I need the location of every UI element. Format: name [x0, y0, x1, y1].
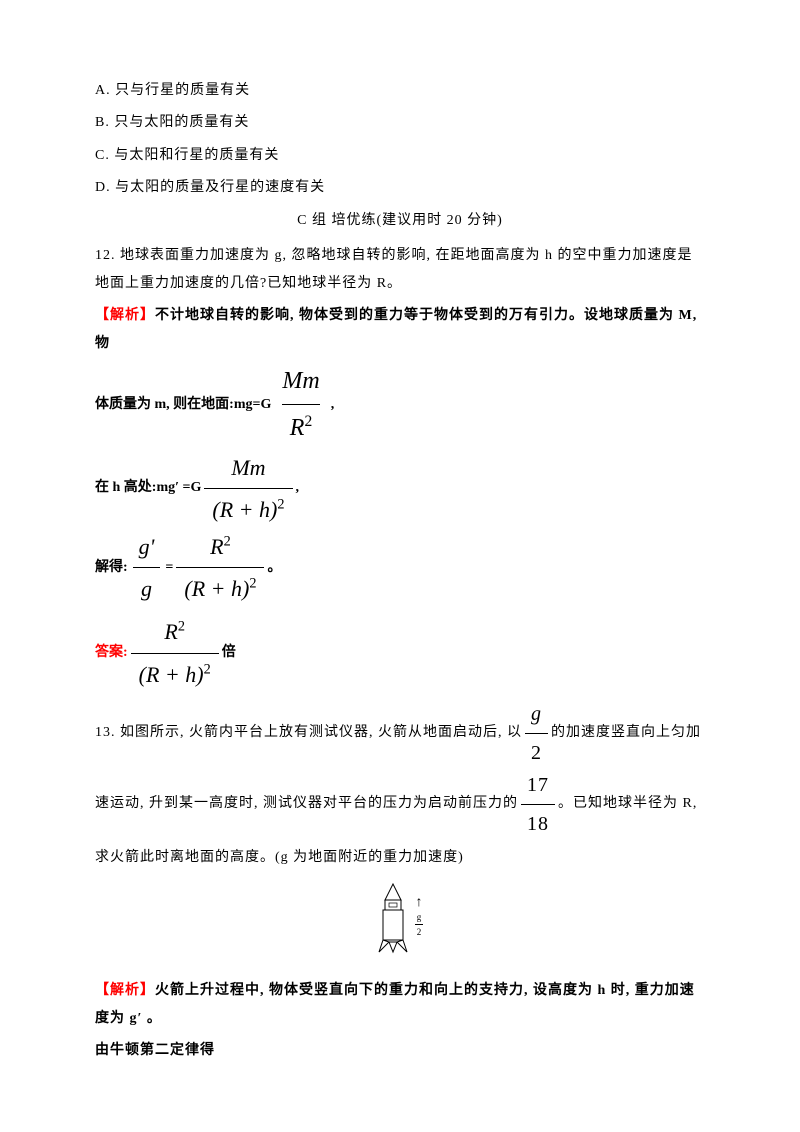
frac-ans: R2 (R + h)2	[131, 614, 219, 691]
frac-num-r: R	[210, 534, 223, 559]
equals: =	[165, 557, 173, 579]
frac-g-2: g 2	[525, 698, 548, 769]
q13-line2: 速运动, 升到某一高度时, 测试仪器对平台的压力为启动前压力的 17 18 。已…	[95, 769, 705, 840]
frac-den-g: g	[141, 576, 152, 601]
option-c: C. 与太阳和行星的质量有关	[95, 145, 705, 167]
q12-text: 12. 地球表面重力加速度为 g, 忽略地球自转的影响, 在距地面高度为 h 的…	[95, 242, 705, 298]
q12-mass-prefix: 体质量为 m, 则在地面:mg=G	[95, 394, 271, 416]
q13-line3: 求火箭此时离地面的高度。(g 为地面附近的重力加速度)	[95, 844, 705, 872]
frac-ans-den: (R + h)	[139, 662, 204, 687]
q12-analysis-line1: 【解析】不计地球自转的影响, 物体受到的重力等于物体受到的万有引力。设地球质量为…	[95, 302, 705, 358]
rocket-label: ↑ g 2	[415, 896, 424, 940]
analysis-label: 【解析】	[95, 308, 155, 323]
rocket-icon	[377, 882, 409, 954]
q13-line1-post: 的加速度竖直向上匀加	[551, 722, 701, 744]
frac-den-rh: (R + h)	[184, 576, 249, 601]
rocket-figure: ↑ g 2	[95, 882, 705, 962]
q13-line1-pre: 13. 如图所示, 火箭内平台上放有测试仪器, 火箭从地面启动后, 以	[95, 722, 522, 744]
rocket-g: g	[415, 910, 424, 924]
frac-num-2: Mm	[231, 455, 265, 480]
period: 。	[267, 557, 281, 579]
q13-analysis-text: 火箭上升过程中, 物体受竖直向下的重力和向上的支持力, 设高度为 h 时, 重力…	[95, 983, 695, 1026]
group-c-title: C 组 培优练(建议用时 20 分钟)	[95, 210, 705, 232]
option-d: D. 与太阳的质量及行星的速度有关	[95, 177, 705, 199]
frac-den-2: (R + h)	[212, 497, 277, 522]
q12-solve-eq: 解得: g' g = R2 (R + h)2 。	[95, 529, 705, 606]
frac-r2-rh2: R2 (R + h)2	[176, 529, 264, 606]
q13-line1: 13. 如图所示, 火箭内平台上放有测试仪器, 火箭从地面启动后, 以 g 2 …	[95, 698, 705, 769]
frac-ans-num: R	[164, 619, 177, 644]
ans-suffix: 倍	[222, 642, 236, 664]
frac-gprime-g: g' g	[131, 529, 163, 606]
solve-prefix: 解得:	[95, 557, 128, 579]
comma-2: ,	[296, 477, 300, 499]
n18: 18	[527, 813, 549, 835]
g-den: 2	[531, 742, 542, 764]
q13-newton: 由牛顿第二定律得	[95, 1037, 705, 1065]
q12-h-prefix: 在 h 高处:mg′ =G	[95, 477, 201, 499]
q13-line2-post: 。已知地球半径为 R,	[558, 793, 697, 815]
rocket-g-over-2: g 2	[415, 910, 424, 940]
q13-analysis: 【解析】火箭上升过程中, 物体受竖直向下的重力和向上的支持力, 设高度为 h 时…	[95, 977, 705, 1033]
frac-den-base: R	[290, 415, 305, 441]
frac-17-18: 17 18	[521, 769, 555, 840]
n17: 17	[527, 774, 549, 796]
q13-line2-pre: 速运动, 升到某一高度时, 测试仪器对平台的压力为启动前压力的	[95, 793, 518, 815]
q12-surface-eq: 体质量为 m, 则在地面:mg=G Mm R2 ,	[95, 362, 705, 448]
g-num: g	[531, 703, 542, 725]
frac-num-g: g'	[139, 534, 155, 559]
arrow-up-icon: ↑	[416, 896, 423, 910]
frac-num: Mm	[282, 368, 319, 394]
option-b: B. 只与太阳的质量有关	[95, 112, 705, 134]
option-a: A. 只与行星的质量有关	[95, 80, 705, 102]
q13-analysis-label: 【解析】	[95, 983, 155, 998]
answer-label: 答案:	[95, 642, 128, 664]
rocket-2: 2	[415, 924, 424, 939]
frac-mm-rh2: Mm (R + h)2	[204, 450, 292, 527]
frac-mm-r2: Mm R2	[274, 362, 327, 448]
q12-answer: 答案: R2 (R + h)2 倍	[95, 614, 705, 691]
q12-height-eq: 在 h 高处:mg′ =G Mm (R + h)2 ,	[95, 450, 705, 527]
comma: ,	[331, 394, 335, 416]
q12-analysis-pretext: 不计地球自转的影响, 物体受到的重力等于物体受到的万有引力。设地球质量为 M, …	[95, 308, 697, 351]
